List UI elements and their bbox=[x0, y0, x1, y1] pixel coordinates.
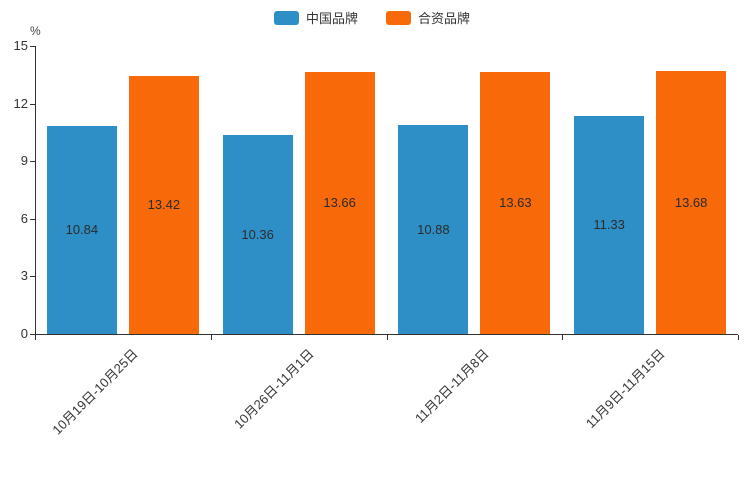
y-tick-label: 3 bbox=[20, 268, 28, 284]
bar-value-label: 10.36 bbox=[241, 226, 274, 242]
y-axis-tick bbox=[30, 103, 35, 105]
bar[interactable]: 10.88 bbox=[398, 125, 469, 334]
y-axis-line bbox=[35, 46, 36, 334]
legend-label: 合资品牌 bbox=[418, 11, 471, 26]
x-axis-tick bbox=[35, 335, 36, 340]
legend-item[interactable]: 中国品牌 bbox=[273, 8, 358, 27]
x-axis-tick bbox=[562, 335, 564, 340]
bar[interactable]: 13.63 bbox=[480, 72, 551, 334]
bar-value-label: 13.63 bbox=[499, 195, 532, 211]
legend: 中国品牌 合资品牌 bbox=[0, 8, 744, 27]
bar[interactable]: 13.66 bbox=[304, 71, 375, 334]
bar[interactable]: 13.68 bbox=[656, 71, 727, 334]
x-axis-tick bbox=[386, 335, 388, 340]
bar-value-label: 10.88 bbox=[417, 221, 450, 237]
y-tick-label: 15 bbox=[13, 38, 28, 53]
legend-swatch bbox=[273, 10, 299, 25]
x-axis-label: 11月2日-11月8日 bbox=[412, 346, 493, 426]
x-axis-line bbox=[35, 334, 738, 335]
legend-label: 中国品牌 bbox=[305, 11, 358, 26]
bar-value-label: 10.84 bbox=[65, 221, 99, 237]
legend-swatch bbox=[386, 10, 411, 25]
bar-value-label: 11.33 bbox=[593, 217, 625, 233]
y-axis-tick bbox=[30, 276, 35, 278]
y-axis-tick bbox=[30, 218, 35, 220]
bar-value-label: 13.68 bbox=[674, 194, 708, 210]
y-tick-label: 9 bbox=[20, 153, 28, 169]
y-axis-tick bbox=[30, 161, 35, 163]
y-axis-unit-label: % bbox=[30, 24, 41, 38]
bar[interactable]: 10.36 bbox=[222, 135, 293, 334]
x-axis-tick bbox=[738, 335, 739, 340]
x-axis-label: 11月9日-11月15日 bbox=[582, 346, 668, 431]
bar-value-label: 13.42 bbox=[147, 197, 181, 213]
y-tick-label: 0 bbox=[20, 326, 28, 341]
bar[interactable]: 13.42 bbox=[128, 76, 199, 334]
x-axis-tick bbox=[210, 335, 212, 340]
bar-value-label: 13.66 bbox=[323, 194, 356, 210]
bar[interactable]: 11.33 bbox=[574, 116, 645, 334]
y-tick-label: 12 bbox=[13, 95, 28, 111]
y-tick-label: 6 bbox=[20, 210, 28, 226]
x-axis-label: 10月26日-11月1日 bbox=[230, 346, 317, 432]
x-axis-label: 10月19日-10月25日 bbox=[49, 346, 141, 438]
y-axis-tick bbox=[30, 334, 35, 335]
legend-item[interactable]: 合资品牌 bbox=[386, 8, 470, 27]
y-axis-tick bbox=[30, 46, 35, 47]
bar[interactable]: 10.84 bbox=[46, 125, 117, 334]
